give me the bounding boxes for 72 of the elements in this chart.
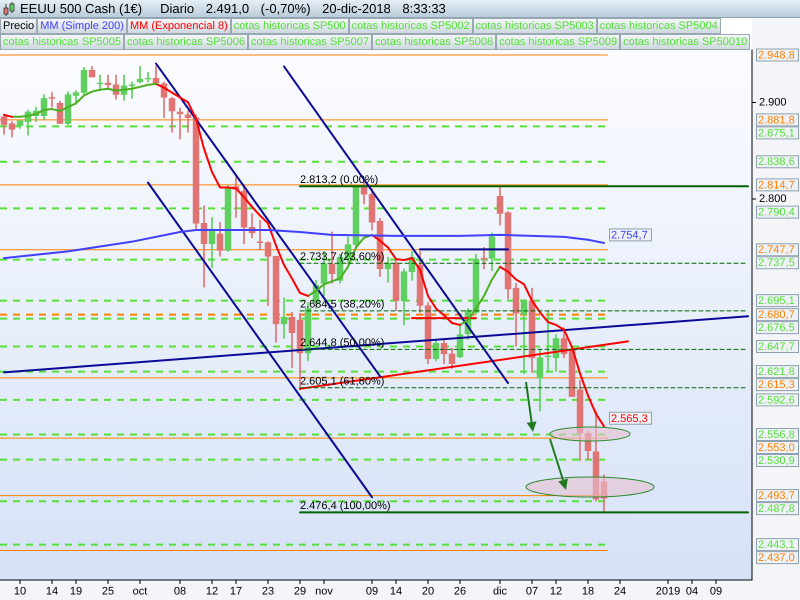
text: cotas historicas SP50010 <box>620 34 750 50</box>
text: cotas historicas SP5004 <box>596 18 721 34</box>
x-tick-label: dic <box>492 586 508 598</box>
ref-line-label: 2.881,8 <box>758 114 795 126</box>
candlestick <box>136 66 144 84</box>
x-tick-label: 19 <box>70 586 82 598</box>
chart-title: EEUU 500 Cash (1€) <box>20 1 142 16</box>
x-tick-label: 23 <box>262 586 274 598</box>
ref-line-label: 2.647,7 <box>758 341 795 354</box>
x-tick-label: 04 <box>686 586 698 598</box>
ref-line-label: 2.680,7 <box>758 309 795 322</box>
candlestick <box>176 108 184 140</box>
candlestick <box>520 299 528 374</box>
x-tick-label: 09 <box>710 586 722 598</box>
x-tick-label: nov <box>315 586 334 598</box>
ref-line-label: 2.592,6 <box>758 394 795 406</box>
ref-line-label: 2.737,5 <box>758 257 795 270</box>
text: cotas historicas SP5007 <box>248 34 372 50</box>
ref-line-label: 2.437,0 <box>758 552 795 564</box>
ref-line-label: 2.676,5 <box>758 322 795 334</box>
ref-line-label: 2.530,9 <box>758 455 795 468</box>
ref-line-label: 2.443,1 <box>758 539 795 552</box>
ref-line-label: 2.553,0 <box>758 442 795 454</box>
ref-line-label: 2.747,7 <box>758 244 795 256</box>
ref-line-label: 2.948,8 <box>758 50 795 62</box>
data-label: 2.754,7 <box>611 229 648 242</box>
x-tick-label: 24 <box>614 586 626 598</box>
x-tick-label: 20 <box>422 586 434 598</box>
text: cotas historicas SP5006 <box>124 34 248 50</box>
y-tick-label: 2.800 <box>759 193 787 206</box>
x-tick-label: 2019 <box>656 586 680 598</box>
x-tick-label: 14 <box>390 586 402 598</box>
x-tick-label: 10 <box>14 586 26 598</box>
x-tick-label: 08 <box>174 586 186 598</box>
ref-line-label: 2.790,4 <box>758 206 795 219</box>
x-tick-label: 26 <box>454 586 466 598</box>
text: cotas historicas SP5005 <box>0 34 124 50</box>
ref-line-label: 2.621,8 <box>758 366 795 378</box>
x-tick-label: 12 <box>550 586 562 598</box>
candlestick <box>280 297 288 339</box>
x-tick-label: 25 <box>102 586 114 598</box>
x-tick-label: 14 <box>46 586 58 598</box>
candlestick <box>144 72 152 82</box>
data-label: 2.476,4 (100,00%) <box>300 500 391 512</box>
x-tick-label: 12 <box>206 586 218 598</box>
ref-line-label: 2.487,8 <box>758 503 795 516</box>
x-tick-label: 29 <box>294 586 306 598</box>
x-tick-label: 18 <box>582 586 594 598</box>
x-tick-label: 17 <box>230 586 242 598</box>
ref-line-label: 2.838,6 <box>758 156 795 168</box>
text: cotas historicas SP5003 <box>472 18 597 34</box>
candlestick <box>184 110 192 133</box>
text: MM (Exponencial 8) <box>126 18 231 34</box>
text: cotas historicas SP5009 <box>496 34 620 50</box>
chart-subtitle: Diario 2.491,0 (-0,70%) 20-dic-2018 8:33:33 <box>160 1 446 16</box>
y-tick-label: 2.900 <box>759 96 787 108</box>
x-tick-label: 07 <box>526 586 538 598</box>
data-label: 2.565,3 <box>611 412 648 425</box>
text: cotas historicas SP500 <box>230 18 349 34</box>
ref-line-label: 2.814,7 <box>758 179 795 192</box>
x-tick-label: oct <box>132 586 148 598</box>
ref-line-label: 2.615,3 <box>758 379 795 392</box>
ref-line-label: 2.493,7 <box>758 490 795 502</box>
ref-line-label: 2.695,1 <box>758 295 795 308</box>
text: cotas historicas SP5002 <box>348 18 473 34</box>
x-tick-label: 09 <box>366 586 378 598</box>
text: cotas historicas SP5008 <box>372 34 496 50</box>
candlestick <box>264 241 272 306</box>
text: MM (Simple 200) <box>37 18 127 34</box>
ref-line-label: 2.556,8 <box>758 429 795 442</box>
ref-line-label: 2.875,1 <box>758 127 795 140</box>
legend-label: Precio <box>0 18 38 34</box>
